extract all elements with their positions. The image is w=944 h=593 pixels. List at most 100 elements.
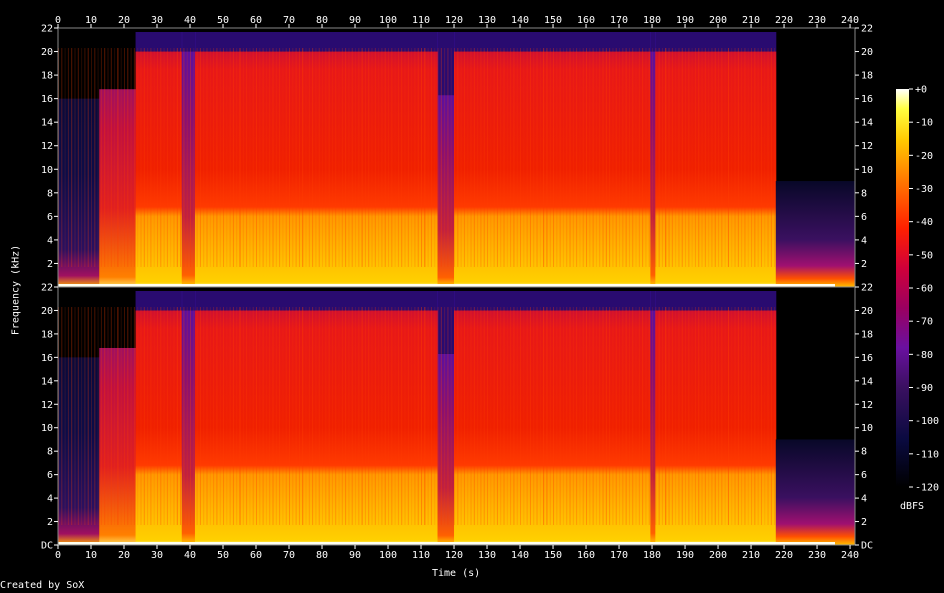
- panel-frame: [57, 286, 856, 546]
- texture-stripe: [176, 307, 178, 525]
- texture-stripe: [427, 48, 429, 267]
- texture-stripe: [562, 307, 564, 525]
- x-tick-label: 100: [379, 550, 397, 561]
- texture-stripe: [407, 307, 409, 525]
- texture-stripe: [668, 307, 670, 525]
- texture-stripe: [219, 307, 221, 525]
- texture-stripe: [361, 48, 363, 267]
- texture-stripe: [348, 48, 350, 267]
- texture-stripe: [638, 307, 640, 525]
- spectro-haze: [437, 32, 455, 96]
- texture-stripe: [242, 48, 244, 267]
- texture-stripe: [322, 307, 324, 525]
- texture-stripe: [279, 48, 281, 267]
- texture-stripe: [74, 48, 76, 267]
- x-tick-label: 60: [250, 15, 262, 26]
- texture-stripe: [543, 307, 545, 525]
- texture-stripe: [546, 307, 548, 525]
- texture-stripe: [582, 48, 584, 267]
- texture-stripe: [675, 307, 677, 525]
- texture-stripe: [160, 307, 162, 525]
- y-tick-label: 8: [861, 188, 867, 199]
- texture-stripe: [335, 48, 337, 267]
- texture-stripe: [94, 307, 96, 525]
- colorbar-tick-label: +0: [915, 85, 927, 96]
- texture-stripe: [193, 48, 195, 267]
- texture-stripe: [262, 48, 264, 267]
- texture-stripe: [229, 307, 231, 525]
- spectro-haze: [181, 291, 196, 311]
- texture-stripe: [388, 307, 390, 525]
- texture-stripe: [477, 307, 479, 525]
- texture-stripe: [259, 307, 261, 525]
- texture-stripe: [407, 48, 409, 267]
- x-tick-label: 0: [55, 550, 61, 561]
- texture-stripe: [473, 307, 475, 525]
- texture-stripe: [216, 48, 218, 267]
- y-tick-label: 20: [41, 306, 53, 317]
- texture-stripe: [602, 307, 604, 525]
- x-tick-label: 30: [151, 15, 163, 26]
- texture-stripe: [358, 307, 360, 525]
- x-tick-label: 240: [841, 15, 859, 26]
- texture-stripe: [665, 307, 667, 525]
- texture-stripe: [440, 307, 442, 525]
- x-tick-label: 70: [283, 15, 295, 26]
- texture-stripe: [272, 307, 274, 525]
- texture-stripe: [147, 307, 149, 525]
- texture-stripe: [84, 48, 86, 267]
- x-tick-label: 200: [709, 550, 727, 561]
- texture-stripe: [668, 48, 670, 267]
- y-tick-label: 20: [861, 47, 873, 58]
- texture-stripe: [100, 48, 102, 267]
- y-tick-label: 2: [861, 259, 867, 270]
- y-tick-label: 18: [861, 71, 873, 82]
- texture-stripe: [295, 307, 297, 525]
- x-tick-label: 110: [412, 550, 430, 561]
- x-tick-label: 160: [577, 15, 595, 26]
- spectro-haze: [194, 32, 439, 52]
- texture-stripe: [619, 48, 621, 267]
- texture-stripe: [394, 48, 396, 267]
- texture-stripe: [701, 48, 703, 267]
- texture-stripe: [694, 48, 696, 267]
- texture-stripe: [529, 307, 531, 525]
- texture-stripe: [632, 307, 634, 525]
- texture-stripe: [665, 48, 667, 267]
- texture-stripe: [196, 307, 198, 525]
- spectro-segment: [775, 439, 856, 545]
- texture-stripe: [685, 307, 687, 525]
- texture-stripe: [67, 48, 69, 267]
- texture-stripe: [173, 48, 175, 267]
- texture-stripe: [176, 307, 178, 525]
- colorbar-tick-label: -80: [915, 350, 933, 361]
- spectro-segment: [99, 347, 137, 545]
- texture-stripe: [269, 48, 271, 267]
- y-tick-label: 4: [47, 494, 53, 505]
- credit-text: Created by SoX: [0, 580, 85, 591]
- texture-stripe: [61, 48, 63, 267]
- texture-stripe: [500, 307, 502, 525]
- texture-stripe: [361, 48, 363, 267]
- texture-stripe: [480, 307, 482, 525]
- texture-stripe: [592, 48, 594, 267]
- texture-stripe: [325, 48, 327, 267]
- texture-stripe: [681, 307, 683, 525]
- x-tick-label: 100: [379, 15, 397, 26]
- texture-stripe: [203, 307, 205, 525]
- texture-stripe: [572, 48, 574, 267]
- x-tick-label: 30: [151, 550, 163, 561]
- texture-stripe: [463, 307, 465, 525]
- texture-stripe: [718, 48, 720, 267]
- texture-stripe: [302, 48, 304, 267]
- texture-stripe: [143, 48, 145, 267]
- texture-stripe: [292, 48, 294, 267]
- y-tick-label: 14: [861, 376, 873, 387]
- x-tick-label: 110: [412, 15, 430, 26]
- texture-stripe: [731, 307, 733, 525]
- texture-stripe: [770, 307, 772, 525]
- spectro-segment: [181, 51, 196, 287]
- texture-stripe: [691, 307, 693, 525]
- texture-stripe: [275, 48, 277, 267]
- texture-stripe: [107, 48, 109, 267]
